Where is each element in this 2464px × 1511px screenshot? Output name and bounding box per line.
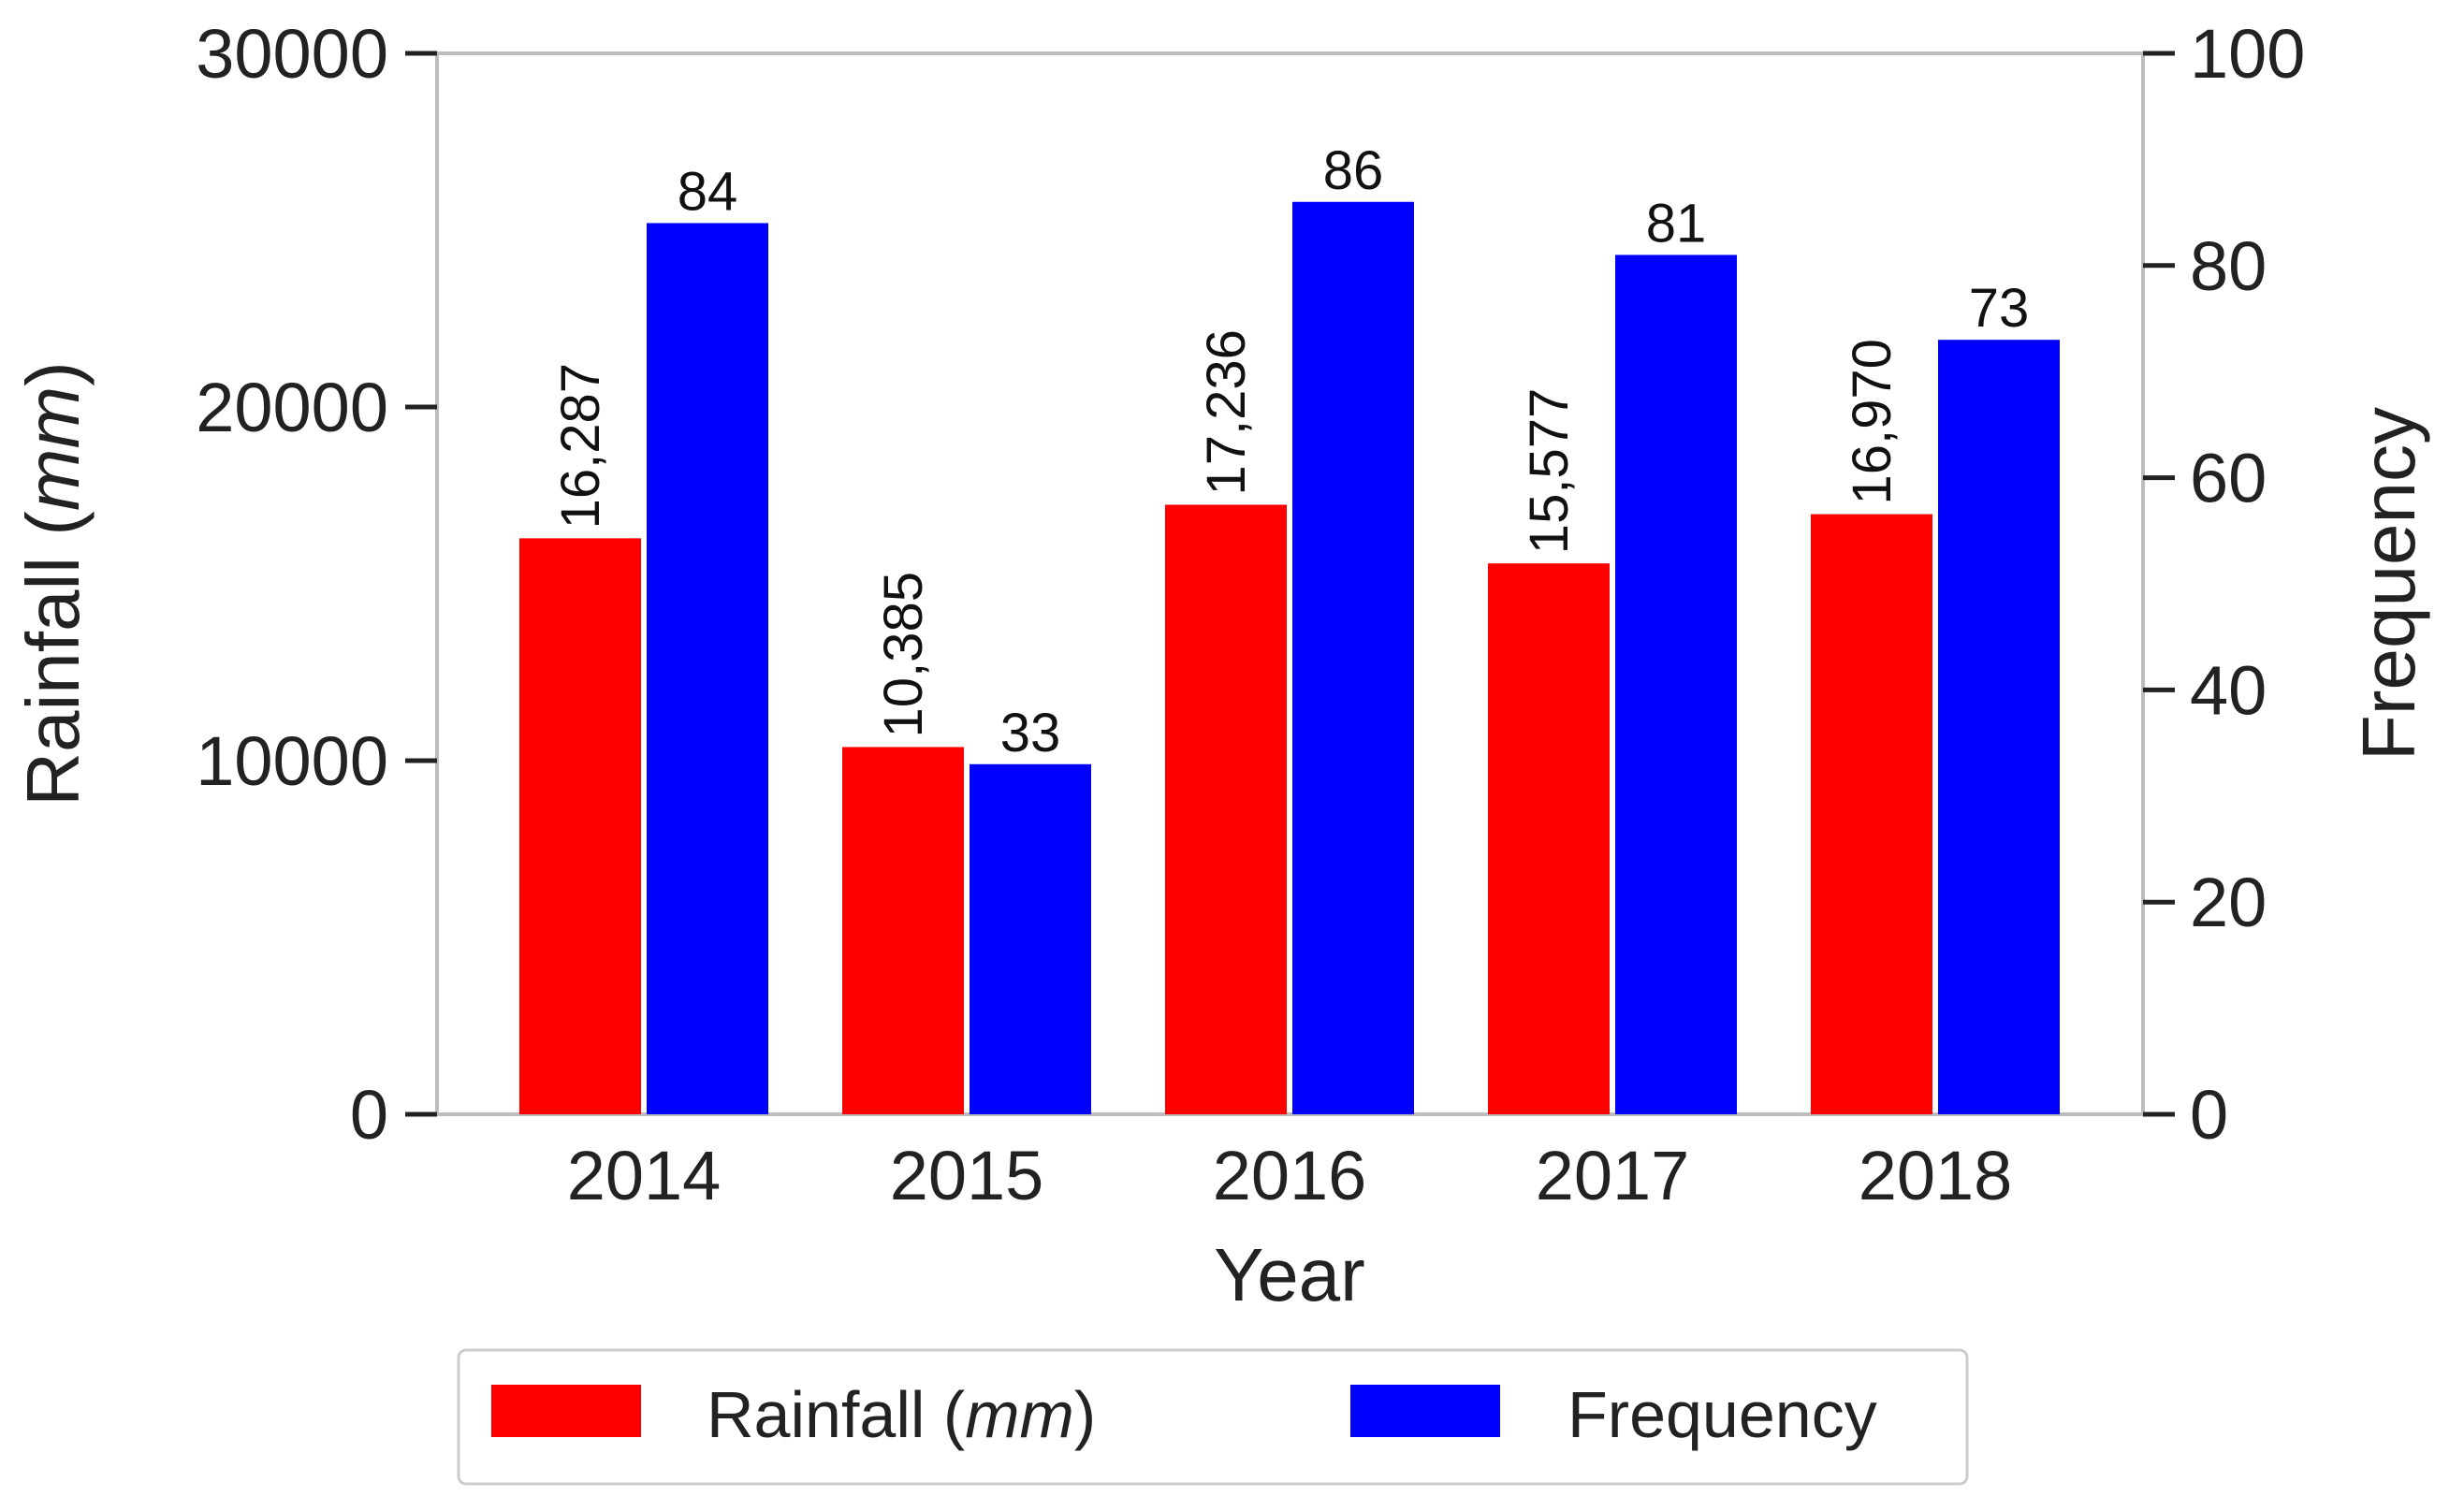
right-tick-label-40: 40 [2190, 651, 2267, 729]
bar-labels: 16,287 10,385 17,236 15,577 16,970 84 33 86 81 73 [550, 140, 2029, 763]
data-label-frequency-2018: 73 [1969, 278, 2030, 339]
data-label-rainfall-2015: 10,385 [873, 572, 934, 737]
x-tick-label-2017: 2017 [1536, 1137, 1690, 1214]
x-axis-title: Year [1214, 1233, 1365, 1316]
bars [519, 201, 2060, 1115]
x-tick-label-2014: 2014 [567, 1137, 722, 1214]
right-tick-label-0: 0 [2190, 1076, 2228, 1154]
right-tick-label-100: 100 [2190, 15, 2305, 93]
left-tick-label-30000: 30000 [196, 15, 388, 93]
bar-rainfall-2015 [842, 747, 964, 1114]
bar-frequency-2015 [970, 763, 1091, 1114]
left-tick-label-0: 0 [350, 1076, 388, 1154]
plot-area [435, 51, 2145, 1116]
bar-frequency-2016 [1292, 201, 1414, 1114]
legend: Rainfall (mm) Frequency [457, 1348, 1969, 1486]
data-label-frequency-2016: 86 [1323, 140, 1384, 201]
right-tick-label-80: 80 [2190, 227, 2267, 305]
x-tick-label-2015: 2015 [890, 1137, 1044, 1214]
x-axis: 2014 2015 2016 2017 2018 [567, 1137, 2013, 1214]
plot-frame [435, 51, 2145, 1116]
legend-label-rainfall: Rainfall (mm) [707, 1378, 1096, 1451]
legend-frame [457, 1348, 1969, 1486]
bar-rainfall-2014 [519, 538, 641, 1114]
data-label-frequency-2014: 84 [678, 161, 738, 222]
bar-frequency-2014 [647, 223, 768, 1114]
left-axis-title-unit: mm [11, 386, 95, 511]
data-label-rainfall-2018: 16,970 [1842, 339, 1903, 504]
left-axis-title-prefix: Rainfall ( [11, 511, 95, 806]
data-label-frequency-2015: 33 [1000, 703, 1061, 763]
legend-swatch-rainfall [491, 1385, 641, 1437]
left-tick-label-20000: 20000 [196, 369, 388, 446]
bar-frequency-2018 [1938, 340, 2060, 1114]
data-label-rainfall-2017: 15,577 [1519, 388, 1580, 554]
right-axis: 0 20 40 60 80 100 [2143, 15, 2305, 1154]
left-axis-title: Rainfall (mm) [11, 361, 95, 806]
x-tick-label-2016: 2016 [1213, 1137, 1367, 1214]
legend-label-rainfall-unit: mm [965, 1378, 1074, 1451]
left-axis: 0 10000 20000 30000 [196, 15, 437, 1154]
legend-label-frequency: Frequency [1567, 1378, 1877, 1451]
right-tick-label-20: 20 [2190, 864, 2267, 941]
left-tick-label-10000: 10000 [196, 722, 388, 800]
legend-swatch-frequency [1350, 1385, 1500, 1437]
legend-label-rainfall-suffix: ) [1074, 1378, 1096, 1451]
data-label-rainfall-2014: 16,287 [550, 363, 611, 529]
x-tick-label-2018: 2018 [1859, 1137, 2013, 1214]
right-axis-title: Frequency [2347, 407, 2430, 761]
bar-frequency-2017 [1615, 254, 1737, 1115]
bar-rainfall-2016 [1165, 504, 1287, 1114]
data-label-frequency-2017: 81 [1646, 193, 1707, 254]
bar-rainfall-2018 [1811, 514, 1932, 1114]
data-label-rainfall-2016: 17,236 [1196, 329, 1257, 495]
left-axis-title-suffix: ) [11, 361, 95, 386]
legend-label-rainfall-prefix: Rainfall ( [707, 1378, 965, 1451]
right-tick-label-60: 60 [2190, 440, 2267, 517]
bar-rainfall-2017 [1488, 563, 1610, 1114]
